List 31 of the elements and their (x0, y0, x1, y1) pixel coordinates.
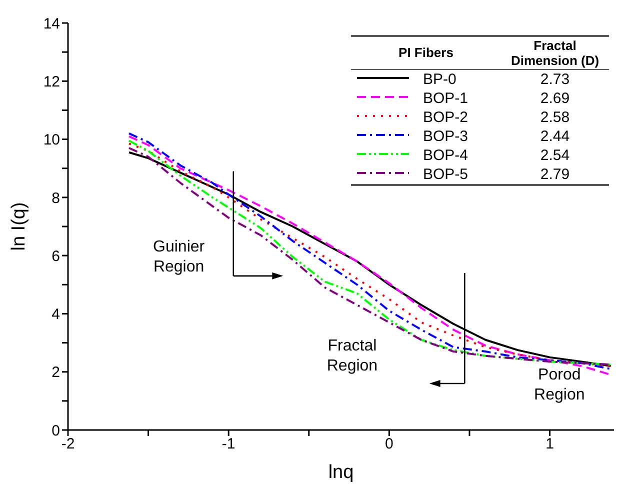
y-tick-label: 4 (52, 306, 60, 324)
y-tick-label: 0 (52, 422, 60, 440)
x-tick-label: 0 (385, 436, 394, 453)
annotation: Fractal Dimension (D) (510, 36, 600, 68)
annotation: 2.73 (539, 70, 571, 89)
annotation: Fractal Region (326, 337, 378, 374)
legend-label: BOP-4 (422, 146, 470, 165)
annotation: Porod Region (534, 366, 585, 404)
y-tick-label: 8 (52, 190, 60, 207)
legend-label: BOP-5 (422, 165, 470, 184)
x-axis-title: lnq (328, 462, 354, 483)
legend-label: BP-0 (422, 70, 458, 89)
x-tick-label: -2 (61, 436, 75, 453)
y-tick-label: 14 (43, 15, 60, 32)
annotation: 2.54 (539, 146, 571, 165)
x-tick-label: -1 (222, 436, 236, 453)
legend-title: PI Fibers (398, 44, 454, 62)
annotation: 2.79 (539, 165, 571, 184)
y-tick-label: 12 (43, 73, 60, 90)
y-tick-label: 6 (52, 248, 60, 265)
y-tick-label: 2 (52, 364, 60, 382)
annotation: 2.44 (539, 127, 571, 146)
legend-label: BOP-1 (422, 89, 470, 108)
y-tick-label: 10 (43, 132, 60, 149)
annotation: 2.58 (539, 108, 571, 127)
annotation: Guinier Region (153, 238, 206, 276)
legend-label: BOP-2 (422, 108, 470, 127)
annotation: 2.69 (539, 89, 571, 108)
y-axis-title: ln I(q) (8, 202, 30, 251)
x-tick-label: 1 (546, 436, 554, 453)
legend-label: BOP-3 (422, 127, 470, 146)
